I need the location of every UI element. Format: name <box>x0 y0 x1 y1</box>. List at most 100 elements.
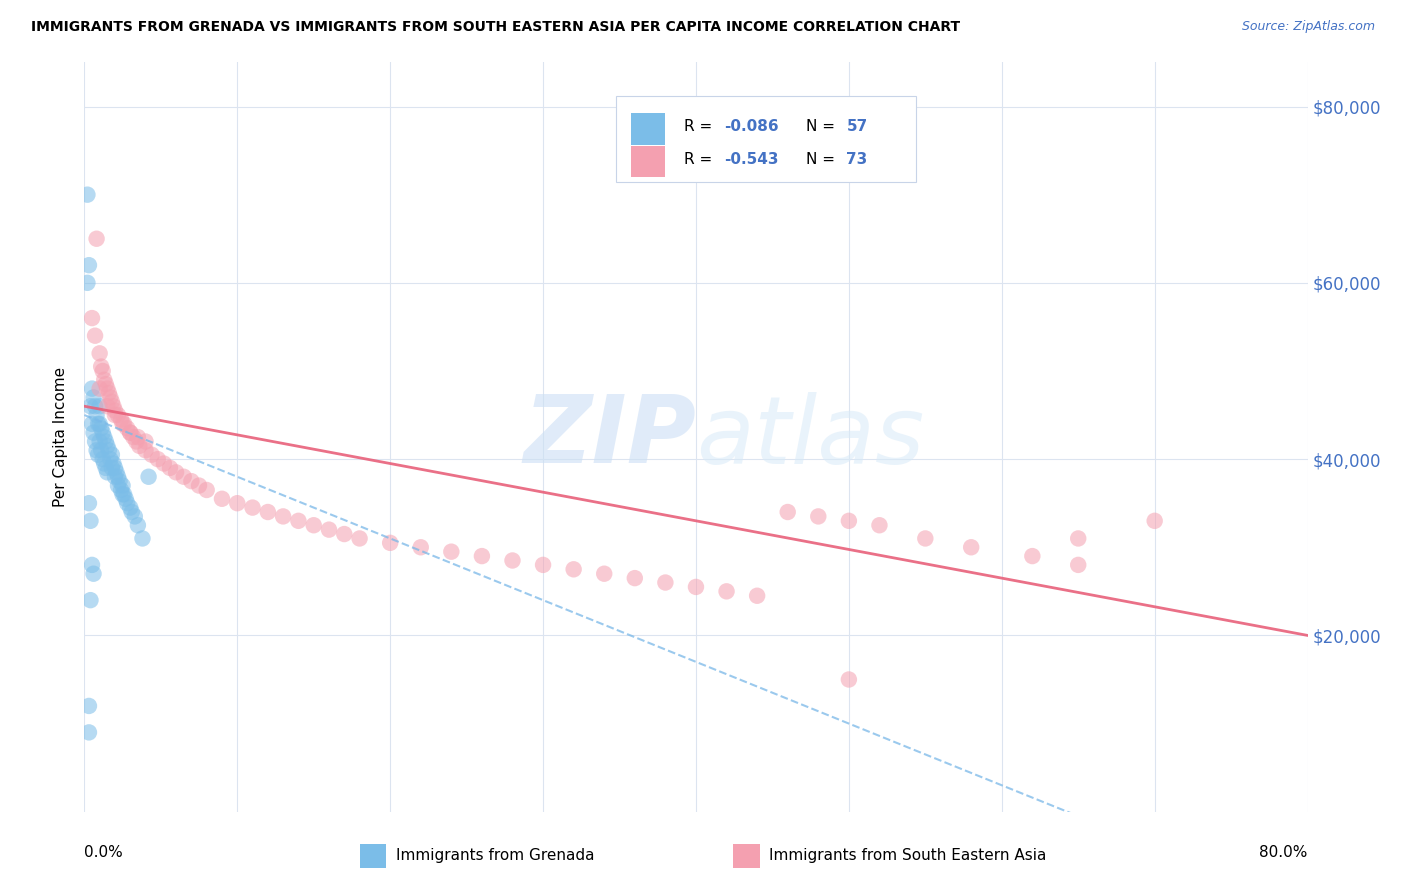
Point <box>77 698 100 713</box>
Point <box>914 532 936 546</box>
Point <box>83 425 105 440</box>
Point <box>257 505 280 519</box>
Point <box>89 434 111 449</box>
Point <box>1143 514 1166 528</box>
Point <box>87 448 110 462</box>
Point <box>108 474 131 488</box>
Text: ZIP: ZIP <box>523 391 696 483</box>
Point <box>89 417 111 431</box>
Point <box>349 532 371 546</box>
Point <box>1021 549 1043 563</box>
Point <box>101 448 124 462</box>
Text: IMMIGRANTS FROM GRENADA VS IMMIGRANTS FROM SOUTH EASTERN ASIA PER CAPITA INCOME : IMMIGRANTS FROM GRENADA VS IMMIGRANTS FR… <box>31 20 960 34</box>
Point <box>502 553 524 567</box>
Point <box>80 558 103 572</box>
Bar <box>631 113 665 145</box>
Point <box>593 566 616 581</box>
Point <box>271 509 294 524</box>
Bar <box>631 145 665 178</box>
Point <box>110 483 132 497</box>
Point <box>90 359 112 374</box>
Text: 0.0%: 0.0% <box>84 846 124 861</box>
Point <box>135 434 157 449</box>
Y-axis label: Per Capita Income: Per Capita Income <box>53 367 69 508</box>
Point <box>86 408 108 422</box>
Point <box>79 514 101 528</box>
Point <box>107 469 129 483</box>
Point <box>91 452 114 467</box>
Point <box>83 391 105 405</box>
Point <box>135 443 157 458</box>
Bar <box>360 844 387 868</box>
Point <box>165 466 187 480</box>
Point <box>838 673 860 687</box>
Point <box>128 439 150 453</box>
Point <box>562 562 585 576</box>
Point <box>747 589 769 603</box>
Point <box>211 491 233 506</box>
Point <box>76 187 98 202</box>
Text: N =: N = <box>806 153 839 168</box>
Text: atlas: atlas <box>696 392 924 483</box>
Point <box>93 457 115 471</box>
Point <box>89 346 111 360</box>
Point <box>120 500 142 515</box>
Point <box>84 399 107 413</box>
Point <box>96 439 118 453</box>
Point <box>180 474 202 488</box>
Point <box>107 478 129 492</box>
Text: R =: R = <box>683 119 717 134</box>
Point <box>380 536 402 550</box>
Point <box>869 518 891 533</box>
Point <box>77 258 100 272</box>
Point <box>96 382 118 396</box>
Text: 80.0%: 80.0% <box>1260 846 1308 861</box>
Text: -0.543: -0.543 <box>724 153 779 168</box>
Point <box>80 311 103 326</box>
Point <box>107 408 129 422</box>
Text: R =: R = <box>683 153 717 168</box>
Point <box>90 443 112 458</box>
Point <box>302 518 325 533</box>
Point <box>111 478 134 492</box>
FancyBboxPatch shape <box>616 96 917 182</box>
Point <box>146 452 169 467</box>
Point <box>115 496 138 510</box>
Point <box>94 434 117 449</box>
Point <box>79 399 101 413</box>
Point <box>104 408 127 422</box>
Point <box>86 443 108 458</box>
Point <box>127 518 149 533</box>
Point <box>110 412 132 426</box>
Text: Source: ZipAtlas.com: Source: ZipAtlas.com <box>1241 20 1375 33</box>
Point <box>112 487 135 501</box>
Point <box>101 461 124 475</box>
Point <box>776 505 799 519</box>
Point <box>98 391 121 405</box>
Point <box>83 566 105 581</box>
Point <box>960 541 983 555</box>
Point <box>114 491 136 506</box>
Point <box>79 593 101 607</box>
Point <box>409 541 432 555</box>
Point <box>84 328 107 343</box>
Point <box>716 584 738 599</box>
Point <box>120 425 142 440</box>
Point <box>89 399 111 413</box>
Point <box>80 382 103 396</box>
Point <box>77 496 100 510</box>
Point <box>90 421 112 435</box>
Point <box>624 571 647 585</box>
Point <box>103 399 125 413</box>
Point <box>97 443 120 458</box>
Point <box>84 434 107 449</box>
Point <box>89 382 111 396</box>
Point <box>111 417 134 431</box>
Text: 73: 73 <box>846 153 868 168</box>
Bar <box>733 844 759 868</box>
Point <box>471 549 494 563</box>
Point <box>226 496 249 510</box>
Point <box>103 457 125 471</box>
Point <box>94 377 117 392</box>
Point <box>138 469 160 483</box>
